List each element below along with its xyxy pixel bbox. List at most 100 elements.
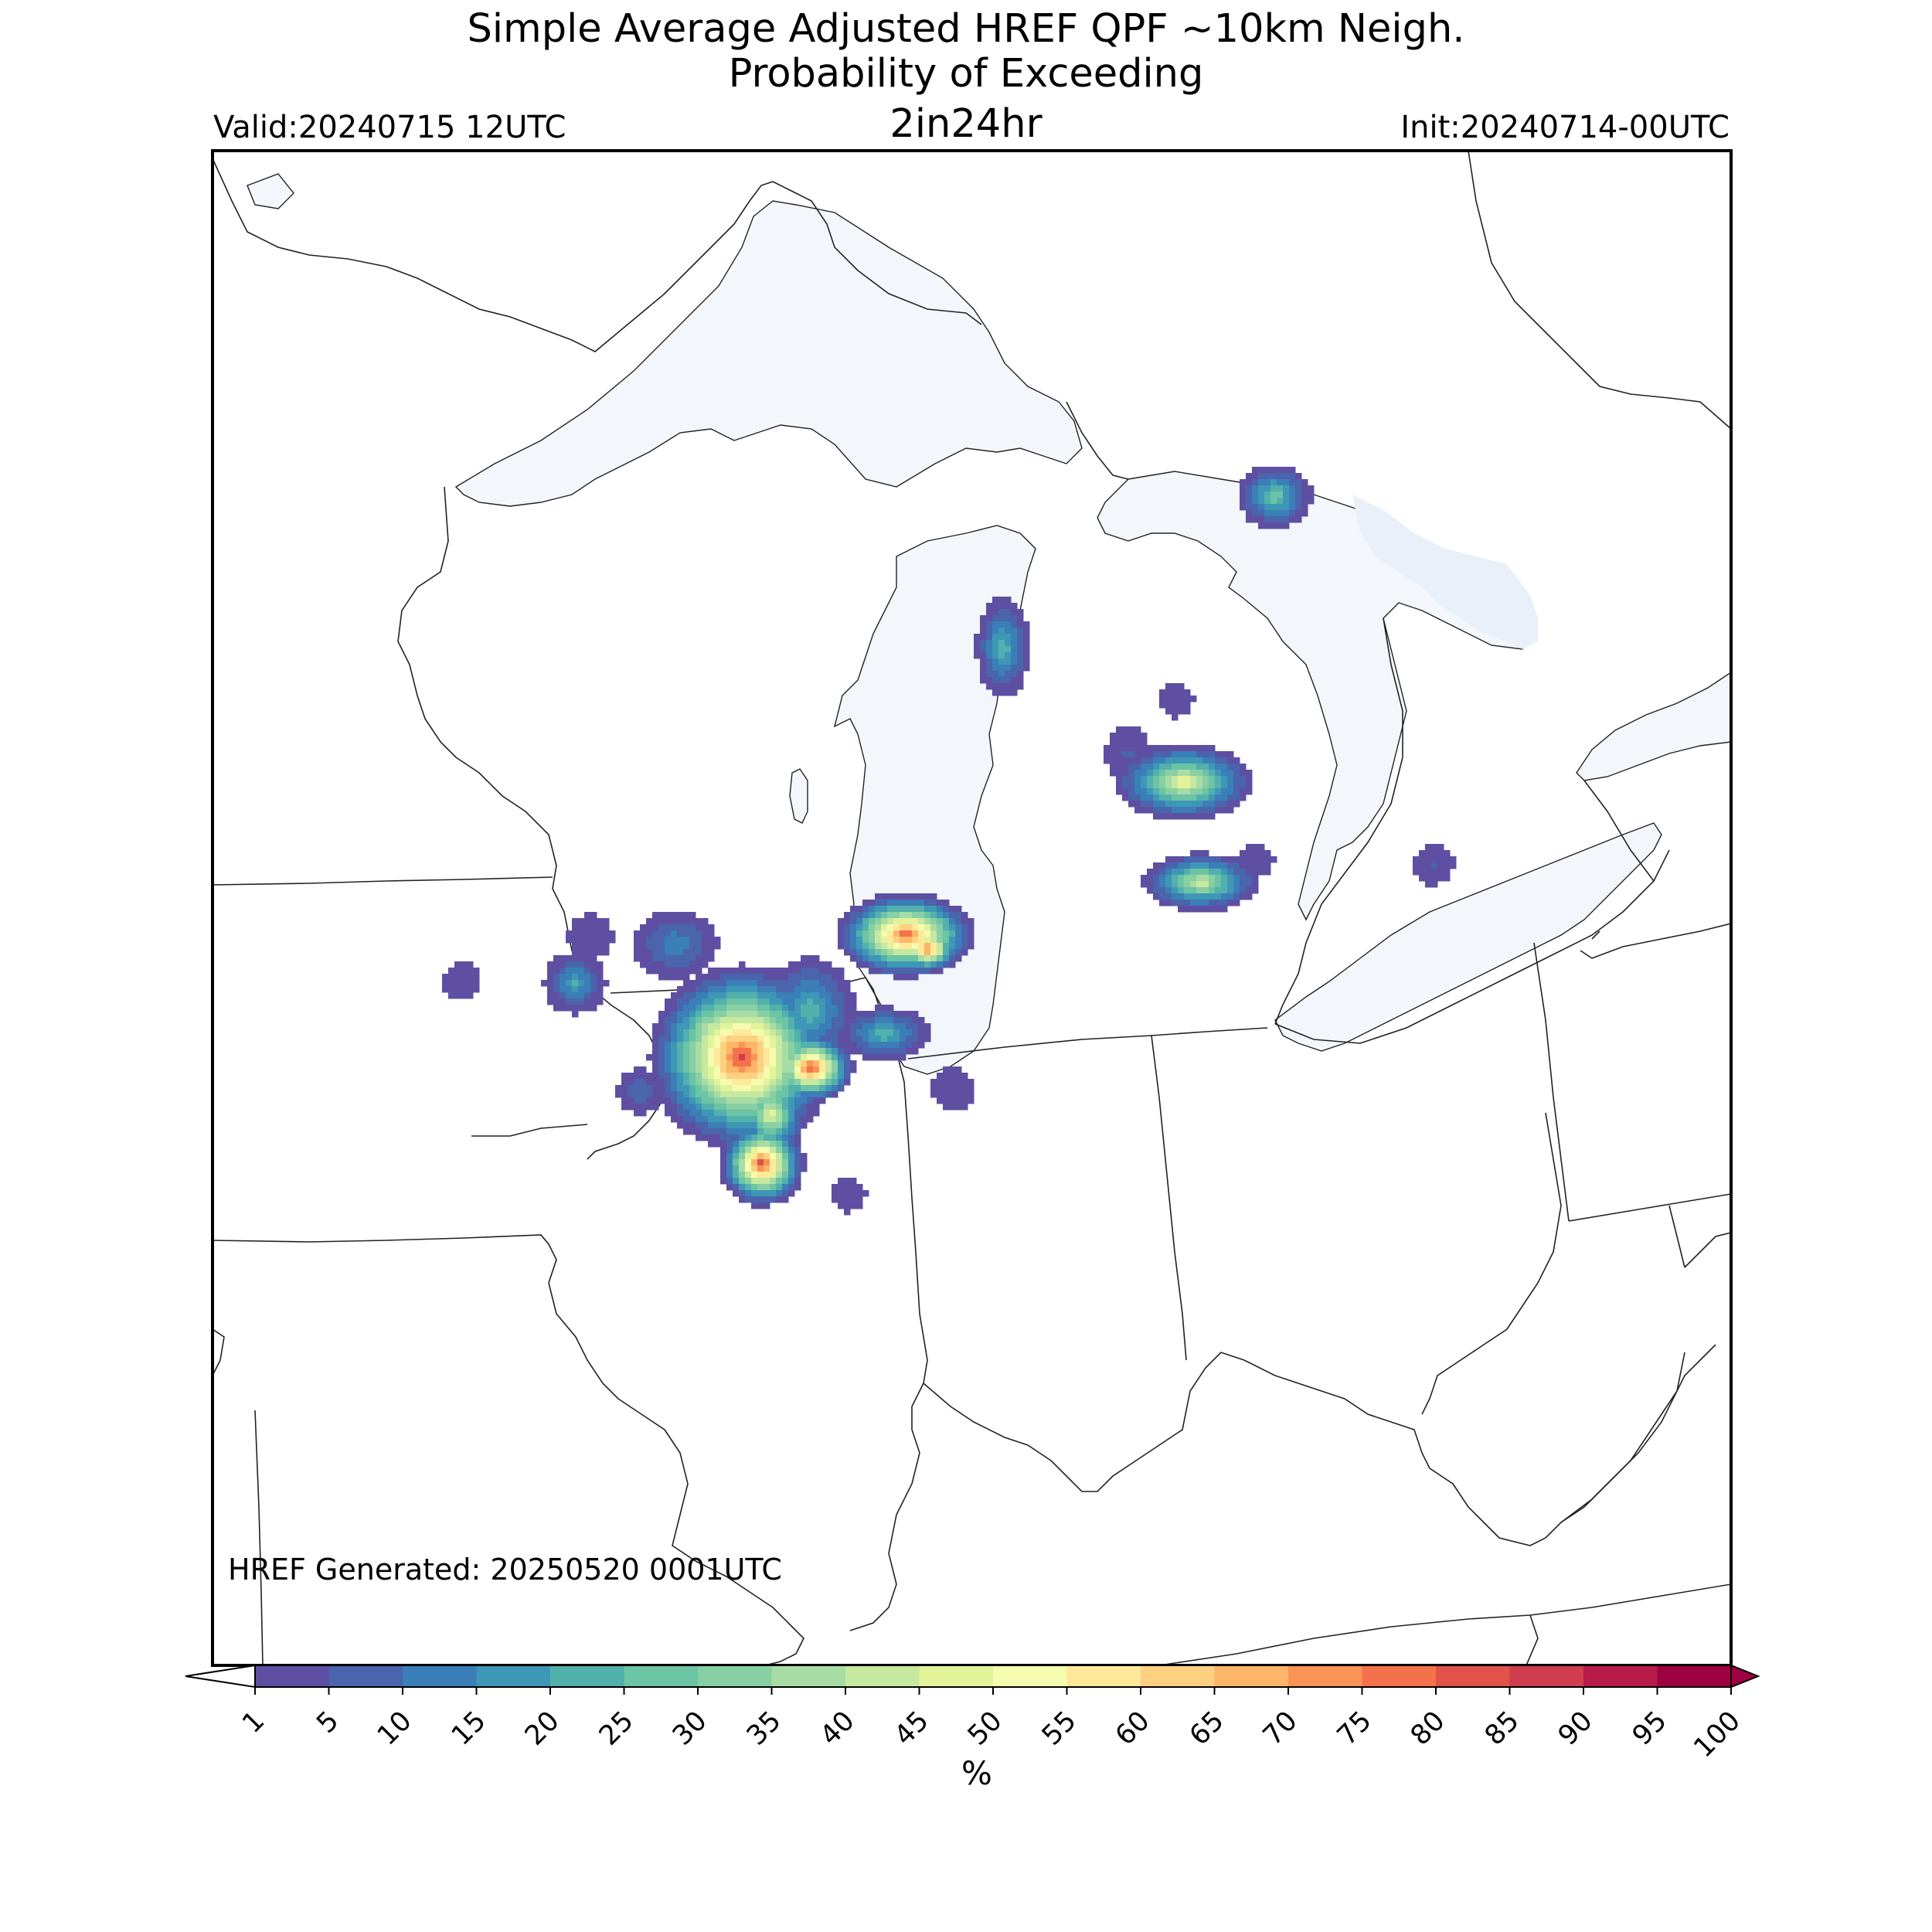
probability-cell bbox=[819, 998, 826, 1005]
probability-cell bbox=[1128, 776, 1135, 783]
probability-cell bbox=[733, 1023, 740, 1030]
probability-cell bbox=[1184, 745, 1191, 752]
probability-cell bbox=[597, 924, 604, 931]
probability-cell bbox=[733, 1184, 740, 1191]
probability-cell bbox=[764, 1153, 770, 1160]
probability-cell bbox=[807, 1097, 814, 1104]
probability-cell bbox=[739, 1159, 746, 1166]
probability-cell bbox=[887, 918, 894, 925]
probability-cell bbox=[689, 912, 696, 919]
probability-cell bbox=[764, 1029, 770, 1036]
probability-cell bbox=[689, 998, 696, 1005]
probability-cell bbox=[1221, 875, 1228, 882]
probability-cell bbox=[720, 1017, 727, 1024]
probability-cell bbox=[801, 1165, 808, 1172]
probability-cell bbox=[862, 912, 869, 919]
probability-cell bbox=[665, 968, 672, 975]
probability-cell bbox=[961, 912, 968, 919]
probability-cell bbox=[745, 1023, 752, 1030]
probability-cell bbox=[986, 677, 993, 684]
probability-cell bbox=[751, 1073, 758, 1080]
probability-cell bbox=[751, 1079, 758, 1086]
probability-cell bbox=[1202, 794, 1209, 801]
probability-cell bbox=[739, 980, 746, 987]
probability-cell bbox=[819, 1029, 826, 1036]
probability-cell bbox=[739, 1073, 746, 1080]
probability-cell bbox=[906, 906, 913, 913]
probability-cell bbox=[893, 961, 900, 968]
probability-cell bbox=[726, 1054, 733, 1061]
probability-cell bbox=[825, 1054, 832, 1061]
probability-cell bbox=[825, 1017, 832, 1024]
probability-cell bbox=[943, 930, 950, 937]
probability-cell bbox=[1147, 881, 1154, 888]
probability-cell bbox=[1128, 788, 1135, 795]
probability-cell bbox=[764, 1091, 770, 1098]
probability-cell bbox=[652, 1036, 659, 1043]
probability-cell bbox=[677, 1017, 684, 1024]
probability-cell bbox=[560, 961, 566, 968]
probability-cell bbox=[467, 974, 474, 981]
probability-cell bbox=[757, 1097, 764, 1104]
probability-cell bbox=[646, 1104, 653, 1111]
probability-cell bbox=[782, 1042, 789, 1049]
probability-cell bbox=[652, 1054, 659, 1061]
probability-cell bbox=[838, 1042, 845, 1049]
probability-cell bbox=[1289, 498, 1296, 505]
probability-cell bbox=[1419, 869, 1426, 876]
probability-cell bbox=[1178, 813, 1185, 820]
probability-cell bbox=[1221, 788, 1228, 795]
probability-cell bbox=[603, 924, 610, 931]
probability-cell bbox=[1184, 776, 1191, 783]
probability-cell bbox=[844, 1017, 851, 1024]
probability-cell bbox=[1252, 862, 1259, 869]
probability-cell bbox=[900, 900, 906, 906]
probability-cell bbox=[739, 1122, 746, 1129]
probability-cell bbox=[776, 1147, 783, 1154]
probability-cell bbox=[906, 949, 913, 956]
probability-cell bbox=[683, 1054, 690, 1061]
probability-cell bbox=[1202, 881, 1209, 888]
probability-cell bbox=[937, 943, 944, 950]
probability-cell bbox=[714, 986, 721, 993]
probability-cell bbox=[578, 949, 585, 956]
probability-cell bbox=[862, 1023, 869, 1030]
probability-cell bbox=[665, 974, 672, 981]
probability-cell bbox=[1240, 887, 1247, 894]
probability-cell bbox=[1134, 764, 1141, 770]
probability-cell bbox=[1134, 751, 1141, 758]
probability-cell bbox=[813, 986, 820, 993]
probability-cell bbox=[819, 1085, 826, 1092]
probability-cell bbox=[1159, 782, 1166, 789]
probability-cell bbox=[1431, 856, 1438, 863]
probability-cell bbox=[893, 937, 900, 944]
probability-cell bbox=[1425, 869, 1432, 876]
probability-cell bbox=[1184, 813, 1191, 820]
probability-cell bbox=[807, 1036, 814, 1043]
probability-cell bbox=[671, 998, 678, 1005]
probability-cell bbox=[881, 1023, 888, 1030]
probability-cell bbox=[1196, 764, 1203, 770]
probability-cell bbox=[1215, 856, 1222, 863]
probability-cell bbox=[702, 1011, 709, 1018]
probability-cell bbox=[1196, 788, 1203, 795]
probability-cell bbox=[1295, 485, 1302, 492]
probability-cell bbox=[640, 937, 647, 944]
probability-cell bbox=[1221, 757, 1228, 764]
probability-cell bbox=[1209, 757, 1216, 764]
probability-cell bbox=[726, 986, 733, 993]
probability-cell bbox=[665, 1060, 672, 1067]
probability-cell bbox=[825, 1036, 832, 1043]
probability-cell bbox=[782, 1104, 789, 1111]
probability-cell bbox=[844, 1005, 851, 1012]
probability-cell bbox=[776, 1184, 783, 1191]
probability-cell bbox=[454, 961, 461, 968]
probability-cell bbox=[640, 1104, 647, 1111]
probability-cell bbox=[764, 998, 770, 1005]
probability-cell bbox=[1221, 776, 1228, 783]
probability-cell bbox=[696, 937, 702, 944]
probability-cell bbox=[1104, 745, 1111, 752]
probability-cell bbox=[862, 918, 869, 925]
probability-cell bbox=[628, 1085, 634, 1092]
probability-cell bbox=[1425, 850, 1432, 857]
